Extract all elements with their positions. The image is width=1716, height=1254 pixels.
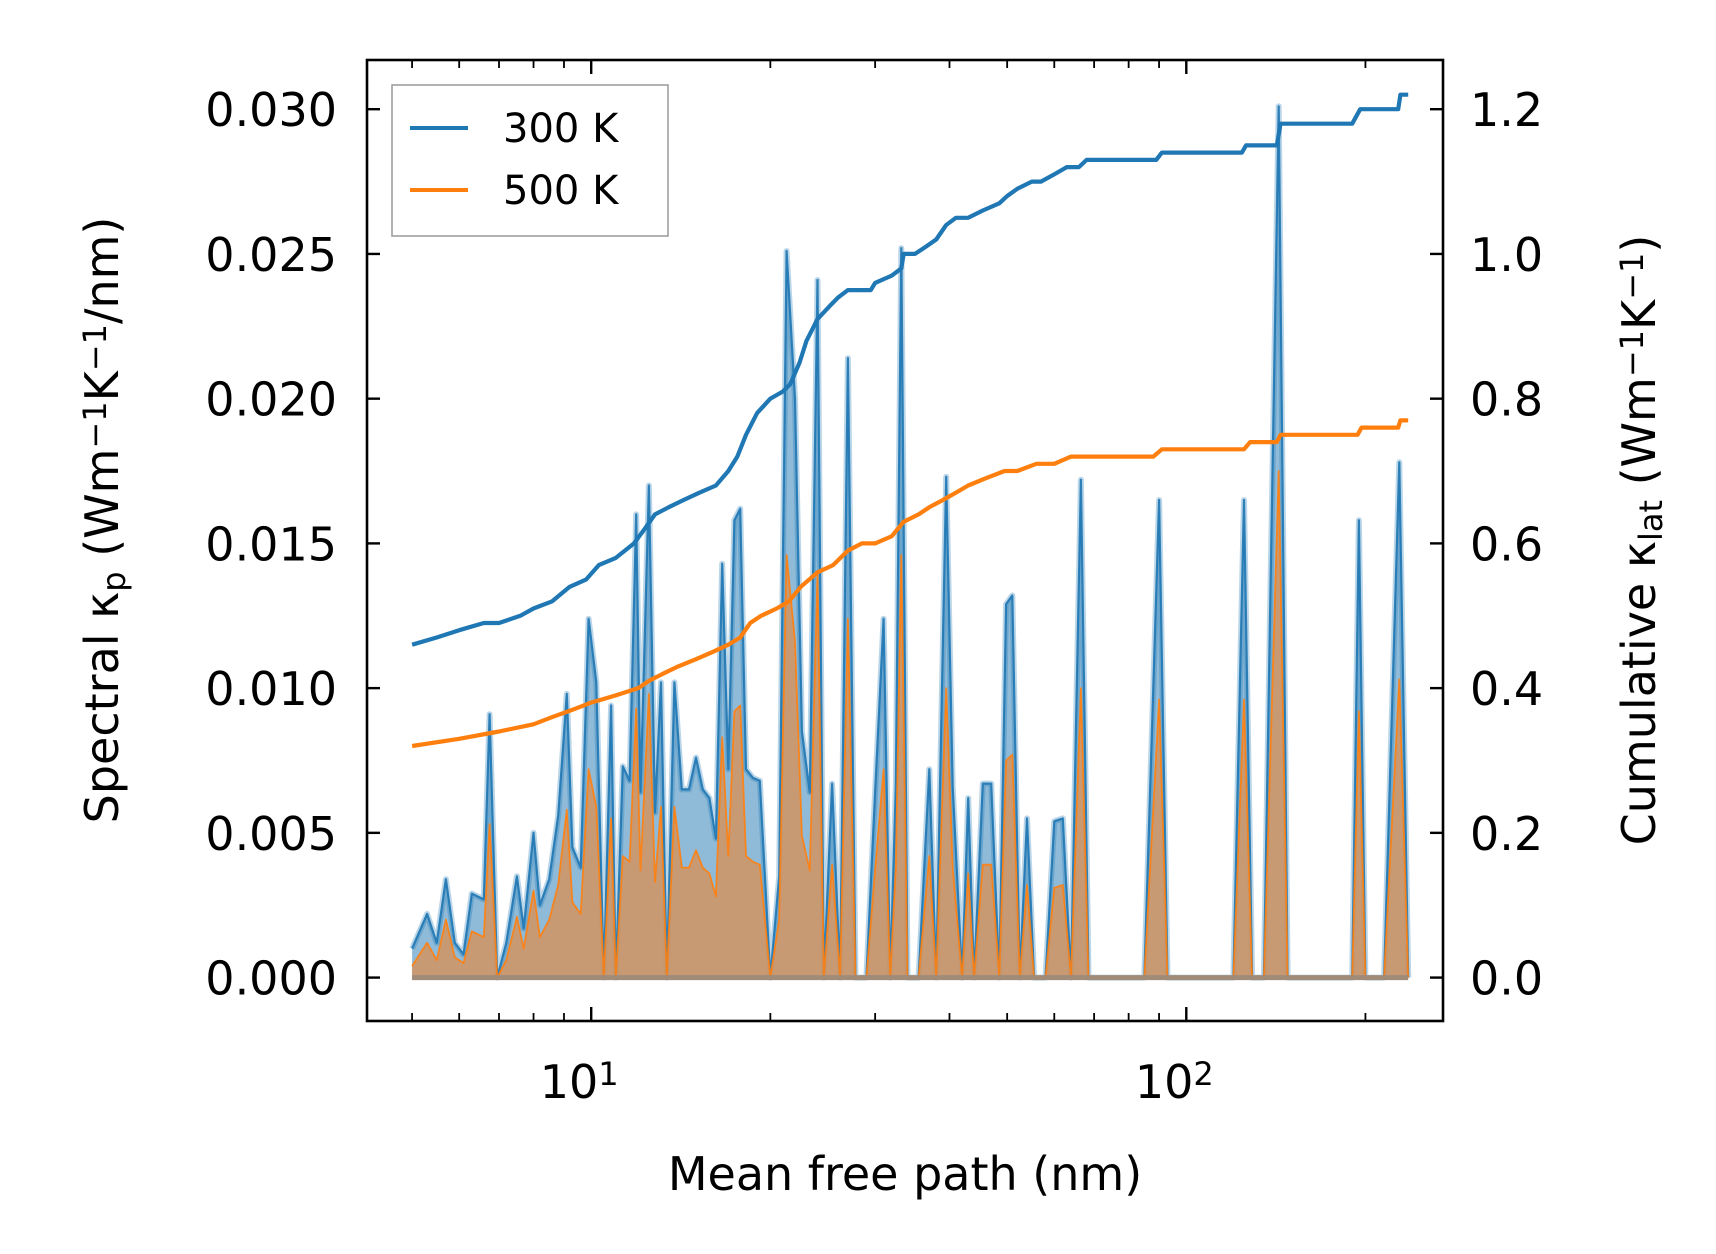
left-tick-label: 0.015 — [205, 517, 337, 571]
spectral-area-300k — [412, 106, 1409, 978]
cumulative-line-500k — [411, 418, 1409, 749]
left-tick-label: 0.030 — [205, 83, 337, 137]
left-tick-label: 0.000 — [205, 952, 337, 1006]
cumulative-line-300k — [411, 92, 1409, 647]
legend: 300 K 500 K — [391, 84, 669, 237]
right-tick-label: 0.0 — [1470, 952, 1543, 1006]
right-tick-label: 0.4 — [1470, 662, 1543, 716]
cumulative-lines — [411, 92, 1409, 749]
x-tick-label: 101 — [540, 1055, 619, 1109]
legend-box — [391, 84, 669, 237]
spectral-fills — [409, 103, 1412, 981]
right-tick-label: 1.2 — [1470, 83, 1543, 137]
legend-label-300k: 300 K — [503, 106, 620, 152]
x-tick-label: 102 — [1135, 1055, 1214, 1109]
x-axis-label: Mean free path (nm) — [668, 1147, 1142, 1201]
legend-label-500k: 500 K — [503, 168, 620, 214]
right-tick-label: 1.0 — [1470, 228, 1543, 282]
right-tick-label: 0.6 — [1470, 517, 1543, 571]
spectral-area-500k — [412, 471, 1409, 978]
right-y-axis-label: Cumulative κlat (Wm−1K−1) — [1612, 235, 1670, 846]
right-tick-label: 0.8 — [1470, 373, 1543, 427]
left-tick-label: 0.010 — [205, 662, 337, 716]
left-tick-label: 0.005 — [205, 807, 337, 861]
left-y-axis-label: Spectral κp (Wm−1K−1/nm) — [75, 217, 133, 824]
left-tick-label: 0.020 — [205, 373, 337, 427]
right-tick-label: 0.2 — [1470, 807, 1543, 861]
axis-ticks: 0.000 0.005 0.010 0.015 0.020 0.025 0.030 0.0 0.… — [205, 60, 1543, 1109]
left-tick-label: 0.025 — [205, 228, 337, 282]
plot-frame — [365, 58, 1445, 1023]
